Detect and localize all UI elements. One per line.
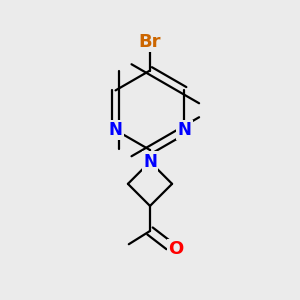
- Text: N: N: [178, 121, 191, 139]
- Text: O: O: [169, 240, 184, 258]
- Text: N: N: [143, 153, 157, 171]
- Text: N: N: [109, 121, 122, 139]
- Text: Br: Br: [139, 33, 161, 51]
